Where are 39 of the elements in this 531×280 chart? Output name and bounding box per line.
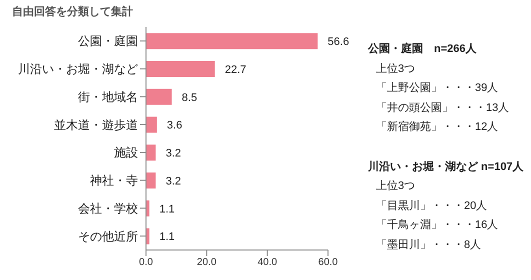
y-tick-label: 並木道・遊歩道	[54, 118, 138, 132]
bar	[146, 228, 150, 244]
data-label: 22.7	[224, 64, 246, 76]
text: 「新宿御苑」・・・12人	[375, 120, 500, 135]
chart-title: 自由回答を分類して集計	[12, 4, 133, 19]
data-label: 3.2	[166, 148, 182, 160]
text: 「千鳥ヶ淵」・・・16人	[375, 218, 500, 233]
bar	[146, 33, 318, 50]
y-tick-label: 川沿い・お堀・湖など	[18, 62, 138, 76]
text: 「目黒川」・・・20人	[375, 198, 488, 214]
bar	[146, 88, 172, 105]
data-label: 8.5	[182, 92, 198, 104]
x-tick-label: 60.0	[318, 257, 338, 268]
bar	[146, 61, 215, 78]
bar	[146, 200, 150, 216]
bar	[146, 172, 156, 189]
y-tick-label: その他近所	[78, 229, 138, 244]
x-tick-label: 20.0	[196, 257, 217, 268]
text: 上位3つ	[375, 62, 416, 76]
data-label: 3.2	[166, 175, 182, 188]
y-tick-label: 街・地域名	[78, 90, 138, 104]
data-label: 3.6	[166, 120, 182, 132]
text: 「井の頭公園」・・・13人	[375, 100, 510, 116]
y-tick-label: 神社・寺	[90, 174, 138, 188]
text: 「上野公園」・・・39人	[375, 81, 500, 96]
y-tick-label: 会社・学校	[78, 201, 138, 216]
x-tick-label: 40.0	[258, 257, 278, 268]
data-label: 1.1	[159, 231, 175, 244]
data-label: 1.1	[159, 203, 175, 216]
x-tick-label: 0.0	[139, 257, 154, 268]
text: 川沿い・お堀・湖など n=107人	[368, 160, 524, 174]
bar	[146, 116, 157, 133]
text: 公園・庭園 n=266人	[368, 42, 478, 57]
bar	[146, 144, 156, 161]
text: 上位3つ	[375, 179, 416, 194]
data-label: 56.6	[328, 36, 350, 48]
y-tick-label: 公園・庭園	[78, 34, 138, 48]
text: 「墨田川」・・・8人	[375, 238, 482, 252]
y-tick-label: 施設	[114, 146, 138, 160]
